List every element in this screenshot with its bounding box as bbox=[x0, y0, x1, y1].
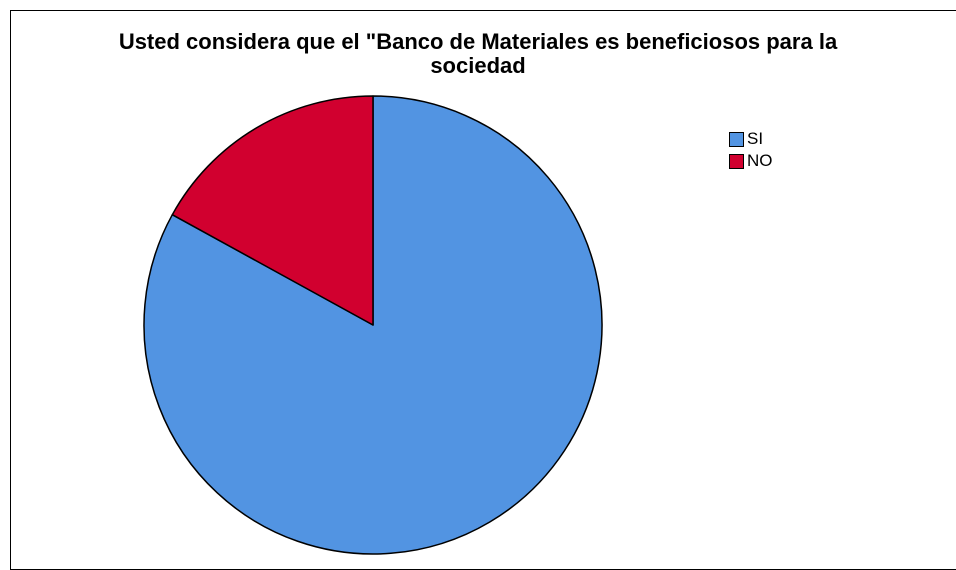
legend-label-si: SI bbox=[747, 129, 764, 148]
legend-swatch-si bbox=[729, 131, 744, 147]
pie-chart bbox=[143, 95, 603, 555]
legend-item-si: SI bbox=[729, 128, 773, 150]
legend: SI NO bbox=[729, 128, 773, 172]
pie-slice-no bbox=[171, 95, 374, 326]
chart-title: Usted considera que el "Banco de Materia… bbox=[10, 30, 946, 78]
legend-item-no: NO bbox=[729, 150, 773, 172]
legend-swatch-no bbox=[729, 153, 744, 169]
legend-label-no: NO bbox=[747, 151, 773, 170]
chart-title-line-1: Usted considera que el "Banco de Materia… bbox=[118, 29, 838, 54]
chart-title-line-2: sociedad bbox=[430, 53, 526, 78]
